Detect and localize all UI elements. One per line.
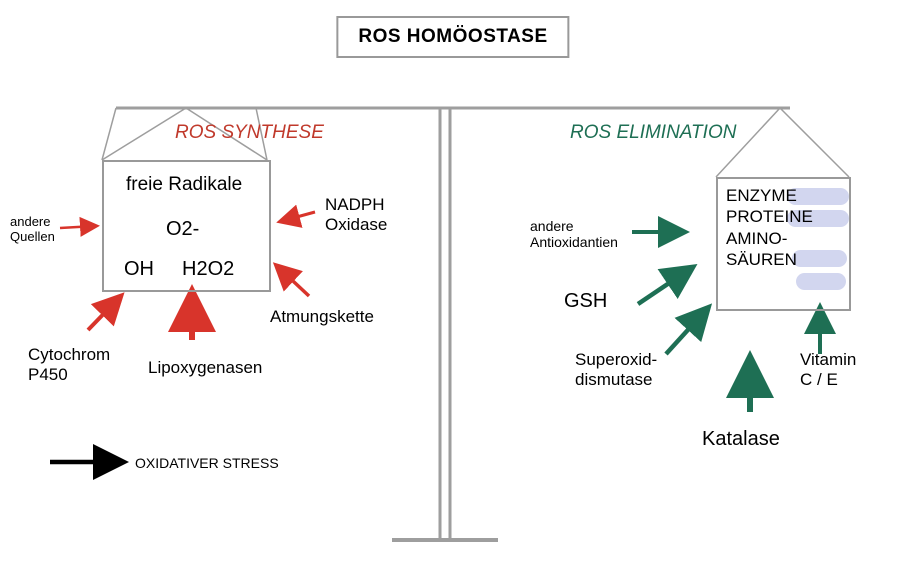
label-superoxid: Superoxid- dismutase bbox=[575, 350, 657, 389]
label-katalase: Katalase bbox=[702, 428, 780, 451]
label-atmungskette: Atmungskette bbox=[270, 307, 374, 327]
oh-label: OH bbox=[124, 258, 154, 281]
label-oxstress: OXIDATIVER STRESS bbox=[135, 455, 279, 471]
h2o2-label: H2O2 bbox=[182, 258, 234, 281]
arrow-andere-quellen bbox=[60, 226, 95, 228]
label-nadph: NADPH Oxidase bbox=[325, 195, 387, 234]
label-lipoxy: Lipoxygenasen bbox=[148, 358, 262, 378]
enzyme-l4: SÄUREN bbox=[726, 249, 841, 270]
arrow-superoxid bbox=[666, 310, 706, 354]
label-vitamin: Vitamin C / E bbox=[800, 350, 856, 389]
freie-radikale-label: freie Radikale bbox=[126, 174, 242, 196]
heading-left: ROS SYNTHESE bbox=[175, 122, 324, 144]
heading-left-text: ROS SYNTHESE bbox=[175, 122, 324, 143]
arrow-cytochrom bbox=[88, 298, 119, 330]
o2-label: O2- bbox=[166, 218, 199, 241]
enzyme-l1: ENZYME bbox=[726, 185, 841, 206]
title-box: ROS HOMÖOSTASE bbox=[336, 16, 569, 58]
arrow-nadph bbox=[282, 212, 315, 221]
enzyme-l2: PROTEINE bbox=[726, 206, 841, 227]
radicals-box: freie Radikale O2- OH H2O2 bbox=[102, 160, 271, 292]
title-text: ROS HOMÖOSTASE bbox=[358, 26, 547, 47]
arrow-atmungskette bbox=[278, 267, 309, 296]
label-andere-anti: andere Antioxidantien bbox=[530, 218, 618, 250]
label-cytochrom: Cytochrom P450 bbox=[28, 345, 110, 384]
enzyme-l3: AMINO- bbox=[726, 228, 841, 249]
label-gsh: GSH bbox=[564, 290, 607, 313]
label-andere-quellen: andere Quellen bbox=[10, 215, 55, 245]
heading-right: ROS ELIMINATION bbox=[570, 122, 736, 144]
heading-right-text: ROS ELIMINATION bbox=[570, 122, 736, 143]
enzyme-box: ENZYME PROTEINE AMINO- SÄUREN bbox=[716, 177, 851, 311]
arrow-gsh bbox=[638, 269, 690, 304]
